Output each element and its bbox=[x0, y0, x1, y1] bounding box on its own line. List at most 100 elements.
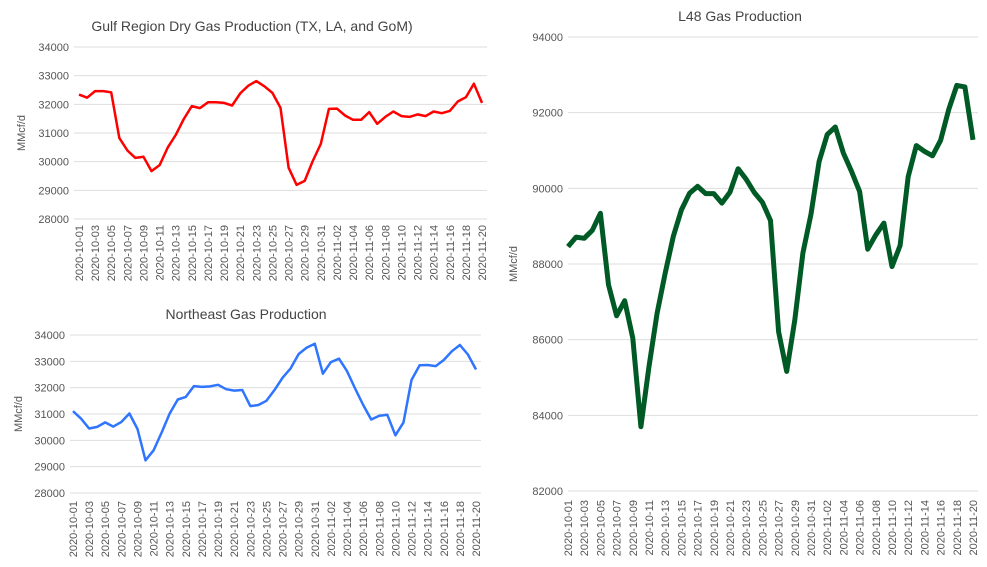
y-tick-label: 33000 bbox=[34, 356, 65, 368]
y-axis-label: MMcf/d bbox=[13, 396, 25, 432]
y-tick-label: 34000 bbox=[34, 330, 65, 342]
y-tick-label: 94000 bbox=[532, 32, 563, 44]
x-tick-label: 2020-11-18 bbox=[952, 500, 964, 555]
x-tick-label: 2020-10-05 bbox=[100, 501, 112, 557]
x-tick-label: 2020-10-19 bbox=[219, 225, 231, 281]
x-tick-label: 2020-11-04 bbox=[342, 501, 354, 556]
x-tick-label: 2020-10-09 bbox=[628, 500, 640, 556]
x-tick-label: 2020-10-01 bbox=[563, 500, 575, 556]
x-tick-label: 2020-10-17 bbox=[693, 500, 705, 556]
x-tick-label: 2020-10-27 bbox=[774, 500, 786, 556]
y-tick-label: 30000 bbox=[34, 435, 65, 447]
x-tick-label: 2020-11-12 bbox=[903, 500, 915, 555]
x-tick-label: 2020-10-03 bbox=[90, 225, 102, 281]
x-tick-label: 2020-10-23 bbox=[741, 500, 753, 556]
x-tick-label: 2020-11-08 bbox=[871, 500, 883, 555]
x-tick-label: 2020-11-10 bbox=[887, 500, 899, 555]
x-tick-label: 2020-10-27 bbox=[284, 225, 296, 281]
x-tick-label: 2020-11-02 bbox=[822, 500, 834, 555]
x-tick-label: 2020-11-12 bbox=[407, 501, 419, 556]
x-tick-label: 2020-10-13 bbox=[171, 225, 183, 281]
x-tick-label: 2020-10-03 bbox=[84, 501, 96, 557]
x-tick-label: 2020-10-29 bbox=[790, 500, 802, 556]
y-axis-label: MMcf/d bbox=[16, 115, 28, 151]
series-line bbox=[566, 82, 976, 430]
x-tick-label: 2020-11-06 bbox=[364, 225, 376, 280]
chart-1: Northeast Gas Production 28000 29000 30000 3… bbox=[13, 306, 483, 557]
x-tick-label: 2020-10-07 bbox=[612, 500, 624, 556]
x-tick-label: 2020-11-18 bbox=[461, 225, 473, 280]
y-tick-label: 82000 bbox=[532, 486, 563, 498]
chart-title: Gulf Region Dry Gas Production (TX, LA, … bbox=[91, 18, 412, 34]
x-tick-label: 2020-11-06 bbox=[358, 501, 370, 556]
x-tick-label: 2020-10-25 bbox=[757, 500, 769, 556]
y-tick-label: 28000 bbox=[34, 488, 65, 500]
y-tick-label: 30000 bbox=[38, 157, 69, 169]
x-tick-label: 2020-10-13 bbox=[165, 501, 177, 557]
y-tick-label: 32000 bbox=[38, 99, 69, 111]
y-tick-label: 90000 bbox=[532, 183, 563, 195]
x-tick-label: 2020-10-05 bbox=[106, 225, 118, 281]
x-tick-label: 2020-11-02 bbox=[326, 501, 338, 556]
x-tick-label: 2020-11-06 bbox=[855, 500, 867, 555]
x-tick-label: 2020-10-27 bbox=[278, 501, 290, 557]
x-tick-label: 2020-11-10 bbox=[396, 225, 408, 280]
x-tick-label: 2020-10-17 bbox=[197, 501, 209, 557]
x-tick-label: 2020-10-23 bbox=[251, 225, 263, 281]
x-tick-label: 2020-11-16 bbox=[439, 501, 451, 556]
x-tick-label: 2020-10-15 bbox=[187, 225, 199, 281]
x-tick-label: 2020-10-07 bbox=[122, 225, 134, 281]
x-tick-label: 2020-10-09 bbox=[138, 225, 150, 281]
x-tick-label: 2020-10-25 bbox=[261, 501, 273, 557]
x-tick-label: 2020-10-11 bbox=[644, 500, 656, 555]
x-tick-label: 2020-10-15 bbox=[181, 501, 193, 557]
y-tick-label: 84000 bbox=[532, 410, 563, 422]
y-tick-label: 31000 bbox=[38, 128, 69, 140]
x-tick-label: 2020-10-29 bbox=[300, 225, 312, 281]
x-tick-label: 2020-10-31 bbox=[316, 225, 328, 281]
y-axis-label: MMcf/d bbox=[508, 246, 520, 282]
y-tick-label: 28000 bbox=[38, 214, 69, 226]
x-tick-label: 2020-10-11 bbox=[155, 225, 167, 280]
y-tick-label: 29000 bbox=[34, 462, 65, 474]
x-tick-label: 2020-11-18 bbox=[455, 501, 467, 556]
y-tick-label: 29000 bbox=[38, 185, 69, 197]
x-tick-label: 2020-11-14 bbox=[423, 501, 435, 556]
x-tick-label: 2020-11-20 bbox=[477, 225, 489, 280]
x-tick-label: 2020-10-11 bbox=[149, 501, 161, 556]
y-tick-label: 34000 bbox=[38, 42, 69, 54]
chart-0: Gulf Region Dry Gas Production (TX, LA, … bbox=[16, 18, 489, 281]
x-tick-label: 2020-10-17 bbox=[203, 225, 215, 281]
x-tick-label: 2020-11-14 bbox=[429, 225, 441, 280]
y-tick-label: 33000 bbox=[38, 71, 69, 83]
x-tick-label: 2020-10-09 bbox=[132, 501, 144, 557]
x-tick-label: 2020-10-31 bbox=[310, 501, 322, 557]
y-tick-label: 92000 bbox=[532, 108, 563, 120]
y-tick-label: 86000 bbox=[532, 335, 563, 347]
x-tick-label: 2020-10-03 bbox=[579, 500, 591, 556]
x-tick-label: 2020-10-21 bbox=[725, 500, 737, 556]
x-tick-label: 2020-11-20 bbox=[471, 501, 483, 556]
x-tick-label: 2020-10-25 bbox=[267, 225, 279, 281]
x-tick-label: 2020-11-14 bbox=[919, 500, 931, 555]
chart-title: L48 Gas Production bbox=[678, 8, 802, 24]
x-tick-label: 2020-11-04 bbox=[838, 500, 850, 555]
x-tick-label: 2020-11-08 bbox=[380, 225, 392, 280]
x-tick-label: 2020-11-02 bbox=[332, 225, 344, 280]
x-tick-label: 2020-10-15 bbox=[676, 500, 688, 556]
x-tick-label: 2020-11-16 bbox=[445, 225, 457, 280]
x-tick-label: 2020-10-29 bbox=[294, 501, 306, 557]
x-tick-label: 2020-10-19 bbox=[213, 501, 225, 557]
x-tick-label: 2020-10-19 bbox=[709, 500, 721, 556]
x-tick-label: 2020-10-01 bbox=[74, 225, 86, 281]
x-tick-label: 2020-10-07 bbox=[116, 501, 128, 557]
chart-2: L48 Gas Production 82000 84000 86000 88000 90… bbox=[508, 8, 980, 556]
x-tick-label: 2020-10-21 bbox=[229, 501, 241, 557]
x-tick-label: 2020-10-23 bbox=[245, 501, 257, 557]
x-tick-label: 2020-10-01 bbox=[68, 501, 80, 557]
x-tick-label: 2020-11-10 bbox=[390, 501, 402, 556]
x-tick-label: 2020-10-31 bbox=[806, 500, 818, 556]
x-tick-label: 2020-10-21 bbox=[235, 225, 247, 281]
y-tick-label: 31000 bbox=[34, 409, 65, 421]
